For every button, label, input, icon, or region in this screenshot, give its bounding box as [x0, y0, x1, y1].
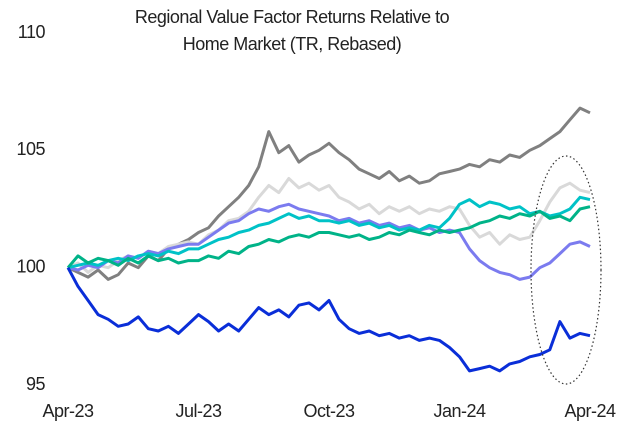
series-line [66, 266, 591, 373]
highlight-ellipse [530, 155, 602, 385]
chart-title: Regional Value Factor Returns Relative t… [135, 7, 450, 27]
y-tick-label: 110 [18, 22, 46, 42]
x-tick-label: Oct-23 [303, 401, 355, 421]
y-tick-label: 105 [16, 139, 45, 159]
x-tick-label: Jan-24 [433, 401, 486, 421]
chart-title: Home Market (TR, Rebased) [183, 34, 402, 54]
y-tick-label: 95 [26, 374, 46, 394]
series-line [66, 205, 591, 269]
series-line [67, 195, 591, 270]
x-tick-label: Jul-23 [175, 401, 222, 421]
x-tick-label: Apr-24 [564, 401, 616, 421]
x-tick-label: Apr-23 [42, 401, 94, 421]
series-line [67, 202, 591, 281]
y-tick-label: 100 [16, 256, 45, 276]
